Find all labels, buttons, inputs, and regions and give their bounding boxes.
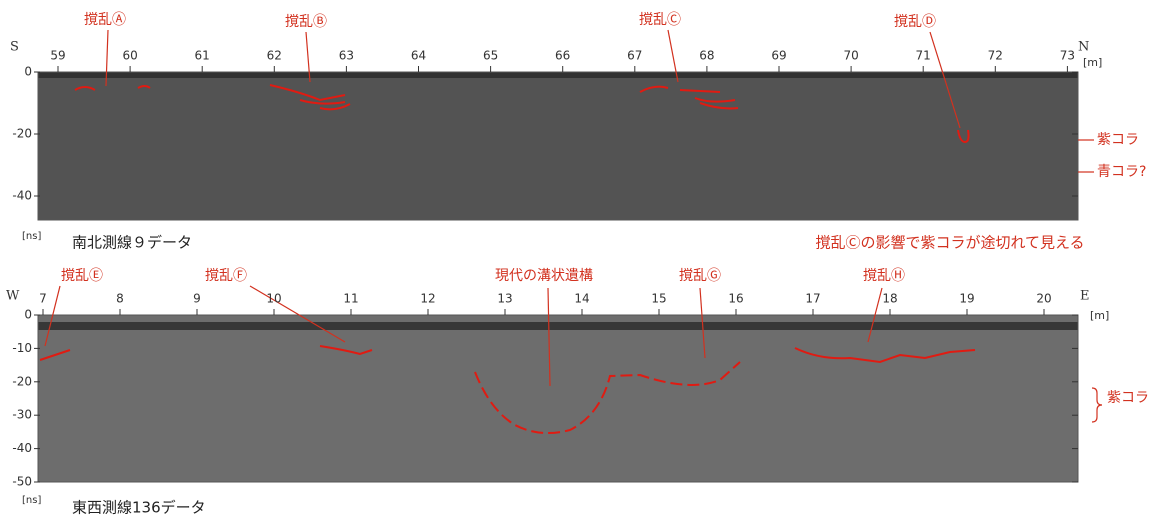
annotation: 撹乱Ⓖ [679, 268, 721, 284]
annotation: 撹乱Ⓐ [84, 12, 126, 28]
annotation: 撹乱Ⓒ [639, 12, 681, 28]
y-unit: [ns] [22, 231, 41, 242]
x-tick-label: 7 [39, 292, 47, 306]
annotation: 撹乱Ⓓ [894, 14, 936, 30]
x-tick-label: 16 [728, 292, 743, 306]
annotation: 撹乱Ⓗ [863, 268, 905, 284]
side-label: 紫コラ [1097, 132, 1139, 148]
annotation: 現代の溝状遺構 [495, 268, 593, 284]
caption: 南北測線９データ [72, 234, 192, 252]
x-tick-label: 67 [627, 49, 642, 63]
side-label: 青コラ? [1097, 164, 1146, 180]
y-tick-label: -30 [12, 408, 32, 422]
x-tick-label: 8 [116, 292, 124, 306]
y-unit: [ns] [22, 495, 41, 506]
right-label: N [1078, 40, 1089, 55]
x-tick-label: 18 [882, 292, 897, 306]
page: 5960616263646566676869707172730-20-40SN[… [0, 0, 1161, 516]
x-tick-label: 61 [195, 49, 210, 63]
x-tick-label: 15 [651, 292, 666, 306]
annotation: 撹乱Ⓔ [61, 268, 103, 284]
x-tick-label: 63 [339, 49, 354, 63]
x-tick-label: 14 [574, 292, 589, 306]
x-unit: [m] [1090, 309, 1109, 322]
x-tick-label: 59 [50, 49, 65, 63]
x-tick-label: 64 [411, 49, 426, 63]
radargram-tone [38, 72, 1078, 220]
x-tick-label: 19 [959, 292, 974, 306]
x-unit: [m] [1083, 56, 1102, 69]
caption: 東西測線136データ [72, 499, 206, 516]
x-tick-label: 20 [1036, 292, 1051, 306]
x-tick-label: 65 [483, 49, 498, 63]
radargram-tone [38, 315, 1078, 482]
x-tick-label: 13 [497, 292, 512, 306]
x-tick-label: 72 [988, 49, 1003, 63]
x-tick-label: 12 [420, 292, 435, 306]
x-tick-label: 9 [193, 292, 201, 306]
x-tick-label: 11 [343, 292, 358, 306]
figure: 5960616263646566676869707172730-20-40SN[… [0, 0, 1161, 516]
y-tick-label: -10 [12, 341, 32, 355]
y-tick-label: -20 [12, 374, 32, 388]
x-tick-label: 73 [1060, 49, 1075, 63]
x-tick-label: 60 [122, 49, 137, 63]
y-tick-label: -20 [12, 127, 32, 141]
left-label: S [10, 40, 19, 55]
y-tick-label: 0 [24, 65, 32, 79]
y-tick-label: 0 [24, 308, 32, 322]
x-tick-label: 70 [843, 49, 858, 63]
note: 撹乱Ⓒの影響で紫コラが途切れて見える [815, 234, 1084, 252]
x-tick-label: 69 [771, 49, 786, 63]
x-tick-label: 10 [266, 292, 281, 306]
right-label: E [1080, 289, 1090, 304]
left-label: W [6, 289, 20, 304]
side-label: 紫コラ [1107, 390, 1149, 406]
annotation: 撹乱Ⓕ [205, 268, 247, 284]
annotation: 撹乱Ⓑ [285, 14, 327, 30]
y-tick-label: -40 [12, 441, 32, 455]
x-tick-label: 68 [699, 49, 714, 63]
x-tick-label: 17 [805, 292, 820, 306]
y-tick-label: -50 [12, 475, 32, 489]
x-tick-label: 71 [916, 49, 931, 63]
x-tick-label: 62 [267, 49, 282, 63]
x-tick-label: 66 [555, 49, 570, 63]
y-tick-label: -40 [12, 189, 32, 203]
